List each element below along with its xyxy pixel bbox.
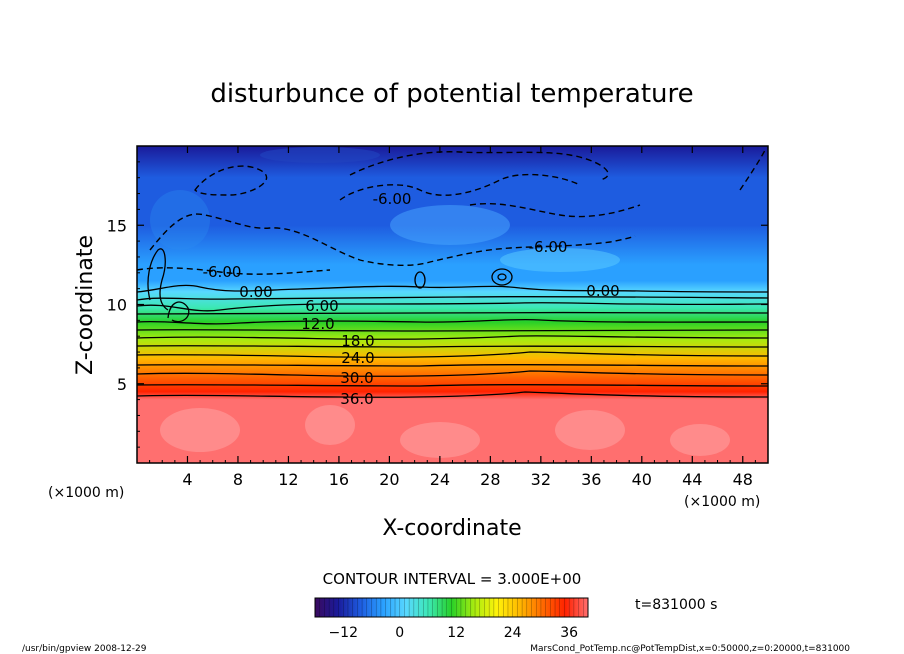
colorbar-tick-label: 12 <box>447 625 465 641</box>
contour-line-extra-e <box>136 364 769 367</box>
colorbar-frame <box>314 597 589 618</box>
contour-label: 12.0 <box>301 315 334 333</box>
x-tick-label: 24 <box>430 470 450 489</box>
footer-right: MarsCond_PotTemp.nc@PotTempDist,x=0:5000… <box>530 644 850 654</box>
contour-line-neg6-d <box>349 151 609 181</box>
contour-label: 0.00 <box>586 282 619 300</box>
contour-line-extra-b <box>136 311 769 315</box>
x-tick-label: 40 <box>632 470 652 489</box>
x-tick-label: 32 <box>531 470 551 489</box>
y-axis-label: Z-coordinate <box>73 235 98 375</box>
y-tick-label: 15 <box>107 216 127 235</box>
contour-line-24 <box>136 351 769 358</box>
contour-line-extra-f <box>136 384 769 387</box>
contour-label: 30.0 <box>340 369 373 387</box>
contour-label: -6.00 <box>373 190 412 208</box>
contour-label: -6.00 <box>529 238 568 256</box>
contour-cell <box>414 271 426 289</box>
time-label: t=831000 s <box>635 597 717 613</box>
contour-label: -6.00 <box>203 263 242 281</box>
surface-patches <box>160 405 730 458</box>
contour-line-12 <box>136 318 769 325</box>
x-tick-label: 48 <box>733 470 753 489</box>
y-tick-label: 10 <box>107 296 127 315</box>
footer-left: /usr/bin/gpview 2008-12-29 <box>22 644 147 654</box>
contour-line-neg6-e <box>469 202 641 218</box>
surface-patch <box>555 410 625 450</box>
x-tick-label: 28 <box>480 470 500 489</box>
contour-line-18 <box>136 335 769 340</box>
x-axis: 4 8 12 16 20 24 28 32 36 40 44 48 <box>149 146 756 489</box>
contour-label: 0.00 <box>239 283 272 301</box>
colorbar-tick-label: 36 <box>560 625 578 641</box>
contour-line-neg6-b <box>194 165 268 196</box>
contour-line-edge-b <box>167 301 190 323</box>
contour-cell <box>497 273 507 281</box>
contour-interval: CONTOUR INTERVAL = 3.000E+00 <box>323 570 582 588</box>
contour-label: 24.0 <box>341 349 374 367</box>
x-axis-label: X-coordinate <box>382 516 521 541</box>
surface-patch <box>670 424 730 456</box>
surface-patch <box>305 405 355 445</box>
colorbar-ticks: −12 0 12 24 36 <box>328 625 578 641</box>
colorbar-lines <box>319 598 584 617</box>
x-tick-label: 4 <box>182 470 192 489</box>
contour-line-neg6-g <box>739 149 766 191</box>
colorbar-tick-label: 24 <box>504 625 522 641</box>
upper-patch <box>390 205 510 245</box>
positive-contours <box>136 248 769 398</box>
surface-patch <box>160 408 240 452</box>
negative-contours <box>136 149 766 275</box>
contour-label: 6.00 <box>305 297 338 315</box>
contour-line-neg6-f <box>136 267 331 275</box>
upper-patch <box>500 248 620 272</box>
x-tick-label: 16 <box>329 470 349 489</box>
x-tick-label: 44 <box>682 470 702 489</box>
x-unit-right: (×1000 m) <box>684 494 760 510</box>
contour-line-30 <box>136 370 769 377</box>
upper-patch <box>260 147 380 163</box>
x-tick-label: 20 <box>379 470 399 489</box>
colorbar: −12 0 12 24 36 <box>314 597 589 641</box>
y-axis: 5 10 15 <box>107 161 768 448</box>
contour-line-extra-a <box>136 295 769 301</box>
contour-label: 18.0 <box>341 332 374 350</box>
contour-line-36 <box>136 391 769 398</box>
colorbar-tick-label: −12 <box>328 625 358 641</box>
surface-patch <box>400 422 480 458</box>
y-tick-label: 5 <box>117 375 127 394</box>
contour-cell <box>491 268 513 286</box>
contour-line-6 <box>136 302 769 312</box>
contour-line-neg6-c <box>339 173 581 201</box>
colorbar-tick-label: 0 <box>395 625 404 641</box>
contour-line-edge-a <box>147 248 169 311</box>
contour-line-0 <box>136 284 769 293</box>
contour-line-extra-d <box>136 345 769 348</box>
contour-line-neg6-a <box>149 213 636 266</box>
chart-title: disturbunce of potential temperature <box>210 79 693 109</box>
contour-line-extra-c <box>136 329 769 332</box>
x-unit-left: (×1000 m) <box>48 485 124 501</box>
x-tick-label: 8 <box>233 470 243 489</box>
x-tick-label: 12 <box>278 470 298 489</box>
x-tick-label: 36 <box>581 470 601 489</box>
contour-label: 36.0 <box>340 390 373 408</box>
